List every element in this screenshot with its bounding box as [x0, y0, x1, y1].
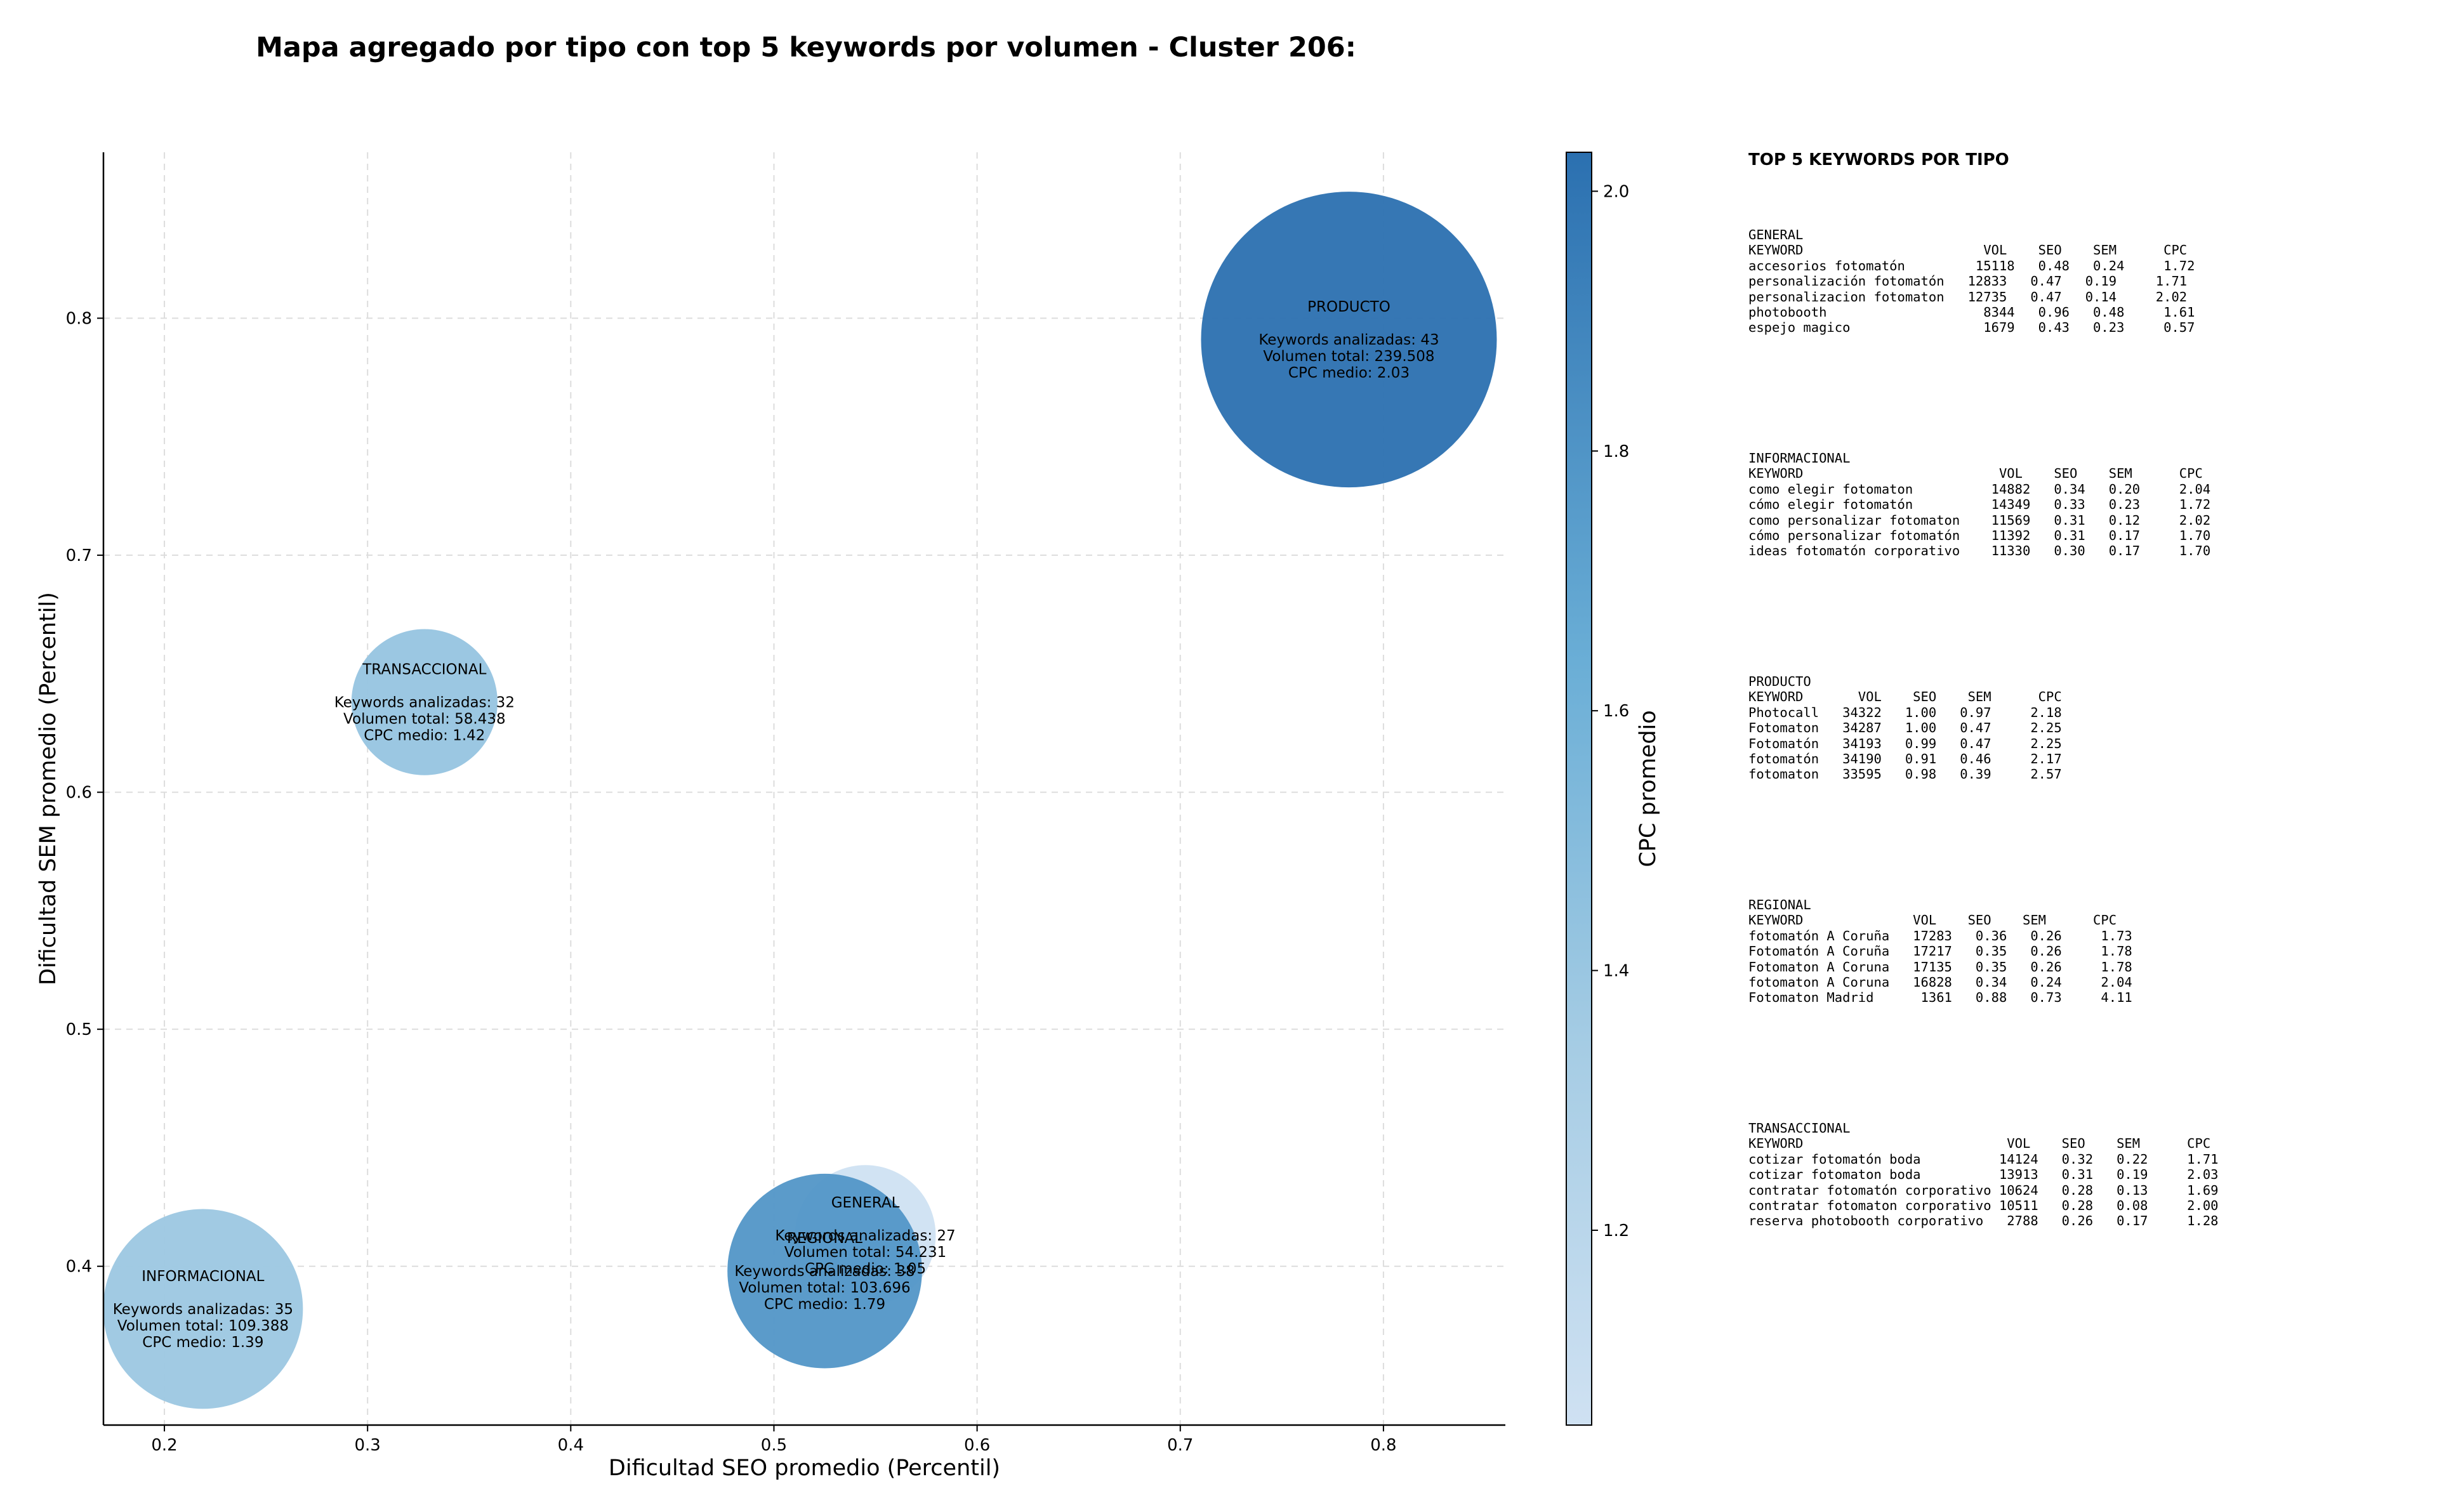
kw-block-informacional: INFORMACIONAL KEYWORD VOL SEO SEM CPC co… — [1748, 450, 2210, 559]
bubble-regional — [727, 1173, 922, 1369]
bubble-label-general: GENERAL — [831, 1195, 900, 1211]
colorbar-label: CPC promedio — [1635, 710, 1661, 867]
x-tick-label: 0.3 — [355, 1436, 381, 1455]
x-tick-label: 0.2 — [151, 1436, 177, 1455]
bubble-label-informacional: Keywords analizadas: 35 — [113, 1301, 293, 1318]
y-tick-label: 0.4 — [66, 1258, 92, 1277]
bubble-label-transaccional: TRANSACCIONAL — [362, 662, 486, 678]
y-tick-label: 0.6 — [66, 784, 92, 803]
bubble-label-producto: CPC medio: 2.03 — [1288, 365, 1410, 381]
colorbar-tick-label: 1.6 — [1603, 702, 1629, 721]
chart-title: Mapa agregado por tipo con top 5 keyword… — [256, 32, 1356, 63]
colorbar-tick-label: 1.8 — [1603, 442, 1629, 461]
kw-block-producto: PRODUCTO KEYWORD VOL SEO SEM CPC Photoca… — [1748, 674, 2062, 782]
colorbar-gradient — [1566, 152, 1592, 1426]
axes: 0.2 0.3 0.4 0.5 0.6 0.7 0.8 0.4 0.5 0.6 0.7 0.8 Difi… — [36, 152, 1505, 1481]
kw-table-general: GENERAL KEYWORD VOL SEO SEM CPC accesori… — [1748, 227, 2195, 336]
x-axis-label: Dificultad SEO promedio (Percentil) — [609, 1456, 1000, 1481]
y-tick-label: 0.5 — [66, 1020, 92, 1039]
bubble-label-producto: Volumen total: 239.508 — [1263, 348, 1434, 365]
kw-table-regional: REGIONAL KEYWORD VOL SEO SEM CPC fotomat… — [1748, 897, 2132, 1006]
colorbar-tick-label: 1.4 — [1603, 962, 1629, 981]
top5-title: TOP 5 KEYWORDS POR TIPO — [1748, 150, 2009, 169]
kw-table-producto: PRODUCTO KEYWORD VOL SEO SEM CPC Photoca… — [1748, 674, 2062, 782]
kw-block-general: GENERAL KEYWORD VOL SEO SEM CPC accesori… — [1748, 227, 2195, 336]
bubble-label-informacional: INFORMACIONAL — [142, 1268, 264, 1285]
bubble-label-regional: REGIONAL — [787, 1230, 862, 1247]
bubble-label-regional: Volumen total: 103.696 — [739, 1280, 910, 1296]
bubble-label-informacional: Volumen total: 109.388 — [117, 1318, 289, 1334]
x-tick-label: 0.5 — [761, 1436, 787, 1455]
bubble-label-regional: CPC medio: 1.79 — [764, 1296, 885, 1313]
bubble-label-general: Keywords analizadas: 27 — [775, 1228, 955, 1244]
bubble-label-transaccional: Volumen total: 58.438 — [343, 711, 506, 728]
bubble-label-transaccional: CPC medio: 1.42 — [364, 728, 485, 744]
kw-block-transaccional: TRANSACCIONAL KEYWORD VOL SEO SEM CPC co… — [1748, 1121, 2219, 1229]
y-tick-label: 0.7 — [66, 546, 92, 565]
bubble-label-general: CPC medio: 1.05 — [805, 1261, 926, 1277]
colorbar: 1.2 1.4 1.6 1.8 2.0 CPC promedio — [1566, 152, 1661, 1426]
kw-table-transaccional: TRANSACCIONAL KEYWORD VOL SEO SEM CPC co… — [1748, 1121, 2219, 1229]
y-axis-label: Dificultad SEM promedio (Percentil) — [36, 592, 61, 985]
bubble-transaccional — [351, 629, 498, 775]
top5-panel: TOP 5 KEYWORDS POR TIPO GENERAL KEYWORD … — [1748, 150, 2421, 1229]
bubble-label-regional: Keywords analizadas: 38 — [734, 1263, 915, 1280]
x-tick-label: 0.7 — [1167, 1436, 1193, 1455]
colorbar-tick-label: 1.2 — [1603, 1221, 1629, 1240]
bubble-producto — [1201, 192, 1497, 488]
bubble-label-informacional: CPC medio: 1.39 — [142, 1334, 263, 1351]
bubble-label-producto: Keywords analizadas: 43 — [1258, 332, 1439, 348]
kw-table-informacional: INFORMACIONAL KEYWORD VOL SEO SEM CPC co… — [1748, 450, 2211, 559]
bubble-informacional — [103, 1209, 303, 1409]
y-tick-label: 0.8 — [66, 309, 92, 328]
x-tick-label: 0.4 — [558, 1436, 584, 1455]
x-tick-label: 0.8 — [1370, 1436, 1396, 1455]
bubble-label-transaccional: Keywords analizadas: 32 — [334, 695, 515, 711]
bubble-label-general: Volumen total: 54.231 — [784, 1244, 947, 1261]
colorbar-tick-label: 2.0 — [1603, 182, 1629, 201]
bubble-label-producto: PRODUCTO — [1307, 299, 1390, 315]
grid — [103, 152, 1505, 1425]
x-tick-label: 0.6 — [964, 1436, 990, 1455]
kw-block-regional: REGIONAL KEYWORD VOL SEO SEM CPC fotomat… — [1748, 897, 2132, 1006]
